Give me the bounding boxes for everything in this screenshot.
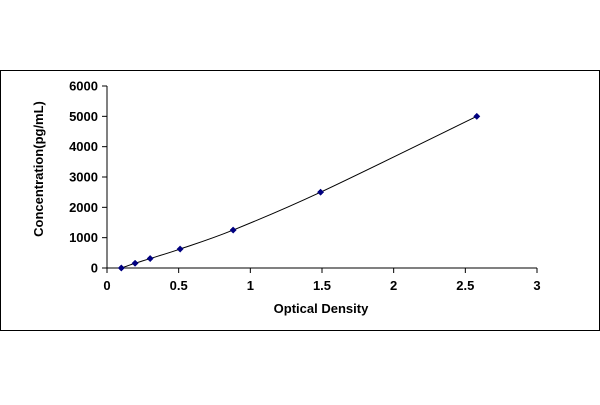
- data-point: [473, 112, 481, 120]
- x-tick-label: 0.5: [170, 278, 188, 293]
- x-tick-label: 1: [247, 278, 254, 293]
- y-tick-label: 1000: [69, 230, 98, 245]
- data-point: [176, 245, 184, 253]
- x-tick-label: 2: [390, 278, 397, 293]
- y-tick-label: 6000: [69, 79, 98, 94]
- data-point: [131, 259, 139, 267]
- data-point: [146, 254, 154, 263]
- x-tick-label: 0: [103, 278, 110, 293]
- chart-border: [0, 70, 600, 331]
- data-points-layer: [117, 112, 481, 272]
- x-tick-label: 2.5: [456, 278, 474, 293]
- axes: 0 1000 2000 3000 4000 5000 6000 0 0.5 1 1.5 2 2.5 3: [69, 79, 541, 294]
- x-axis-title: Optical Density: [274, 301, 369, 316]
- y-tick-label: 2000: [69, 200, 98, 215]
- y-tick-label: 0: [91, 261, 98, 276]
- y-axis-title: Concentration(pg/mL): [31, 101, 46, 237]
- data-point: [229, 226, 237, 234]
- data-point: [317, 188, 325, 196]
- data-point: [117, 264, 125, 272]
- y-tick-label: 5000: [69, 109, 98, 124]
- x-tick-label: 1.5: [313, 278, 331, 293]
- x-tick-label: 3: [533, 278, 540, 293]
- y-tick-label: 4000: [69, 139, 98, 154]
- y-tick-label: 3000: [69, 170, 98, 185]
